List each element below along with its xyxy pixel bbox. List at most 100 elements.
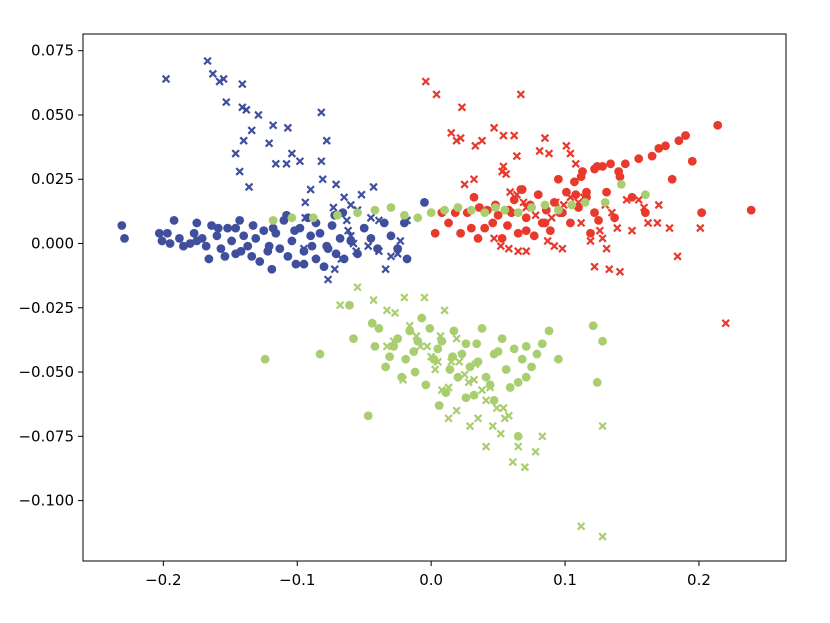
data-point [477,136,487,145]
data-point [425,323,435,333]
data-point [412,331,421,341]
data-point [472,339,482,349]
data-point [653,218,662,228]
data-point [540,133,550,143]
data-point [333,210,342,220]
data-point [469,390,479,400]
data-point [382,306,392,315]
x-tick-label: 0.0 [419,571,443,589]
data-point [503,221,512,230]
data-point [342,216,351,225]
data-point [598,336,607,346]
data-point [661,141,670,151]
data-point [308,213,318,223]
data-point [353,283,362,292]
data-point [592,161,602,171]
data-point [580,197,590,207]
data-point [562,141,571,151]
data-point [586,236,595,246]
data-point [287,213,297,223]
data-point [590,208,599,218]
data-point [238,79,247,89]
data-point [586,228,595,238]
data-point [444,414,453,423]
data-point [627,226,637,235]
data-point [162,228,172,238]
data-point [426,352,436,361]
data-point [598,234,607,243]
data-point [512,151,522,161]
data-point [667,174,677,184]
data-point [489,234,499,243]
data-point [319,262,329,272]
data-point [366,213,376,222]
data-point [452,334,461,343]
data-point [311,254,321,264]
data-point [452,136,461,145]
data-point [231,149,240,158]
data-point [260,354,270,364]
data-point [267,264,277,274]
data-point [409,347,419,356]
data-point [481,372,491,382]
data-point [605,265,614,274]
data-point [117,221,127,230]
data-point [508,457,518,467]
data-point [480,208,490,218]
data-point [627,192,637,202]
data-point [421,77,430,86]
data-point [499,403,508,413]
data-point [455,357,464,366]
data-point [287,149,297,158]
data-point [687,156,697,166]
y-tick-label: 0.075 [31,42,74,60]
data-point [268,223,278,233]
data-point [203,56,212,66]
y-tick-label: 0.025 [31,170,74,188]
data-point [616,179,626,189]
data-point [505,383,515,392]
data-point [318,175,327,184]
data-point [567,200,577,210]
data-point [595,226,605,235]
data-point [444,383,453,392]
data-point [457,349,467,359]
data-point [165,239,175,248]
data-point [327,221,337,230]
data-point [610,213,619,223]
data-point [192,236,202,246]
data-point [405,321,414,330]
data-point [643,218,653,228]
data-point [469,192,479,202]
data-point [485,380,495,390]
data-point [457,103,467,112]
data-point [275,244,285,254]
data-point [382,342,392,351]
data-point [426,208,436,218]
data-point [607,208,617,217]
data-point [299,259,309,269]
data-point [346,200,355,210]
data-point [247,126,256,135]
data-point [201,241,211,251]
data-point [576,218,586,228]
data-point [120,233,129,243]
data-point [489,123,499,133]
data-point [509,344,519,354]
data-point [514,247,523,256]
data-point [471,141,480,151]
data-point [317,157,326,166]
data-point [343,226,353,235]
data-point [615,267,625,276]
data-point [346,231,355,240]
data-point [497,233,507,243]
data-point [481,442,491,451]
data-point [473,233,483,243]
data-point [576,522,586,531]
data-point [469,375,479,384]
data-point [179,241,188,251]
data-point [452,406,461,415]
data-point [634,154,644,164]
data-point [433,344,443,354]
data-point [330,265,339,274]
